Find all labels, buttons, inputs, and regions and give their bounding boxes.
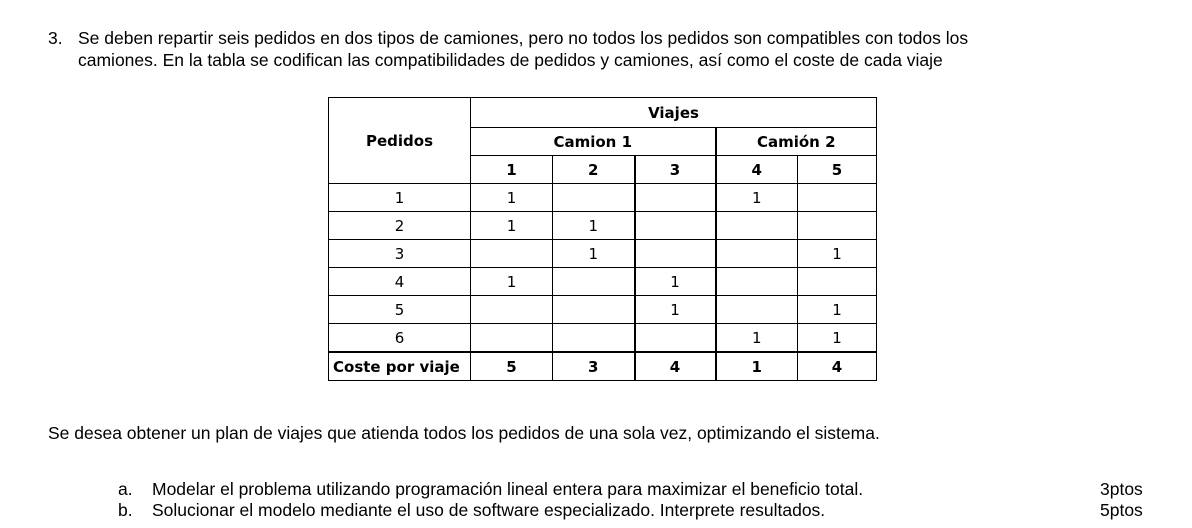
compat-cell bbox=[470, 239, 553, 268]
trip-header: 5 bbox=[797, 155, 877, 184]
compat-cell: 1 bbox=[714, 183, 798, 212]
compat-cell bbox=[470, 295, 553, 324]
pedido-cell: 3 bbox=[328, 239, 471, 268]
cost-label: Coste por viaje bbox=[328, 351, 471, 381]
header-truck-2: Camión 2 bbox=[714, 127, 877, 156]
pedido-cell: 2 bbox=[328, 211, 471, 240]
trip-header: 3 bbox=[633, 155, 716, 184]
question-number: 3. bbox=[48, 28, 63, 48]
trip-header: 2 bbox=[552, 155, 635, 184]
compat-cell: 1 bbox=[714, 323, 798, 353]
item-a-letter: a. bbox=[118, 479, 133, 499]
pedido-cell: 5 bbox=[328, 295, 471, 324]
compat-cell: 1 bbox=[797, 295, 877, 324]
cost-cell: 5 bbox=[470, 351, 553, 381]
compat-cell bbox=[552, 295, 635, 324]
table-row: 3 1 1 bbox=[328, 239, 877, 268]
compat-cell bbox=[797, 267, 877, 296]
pedido-cell: 1 bbox=[328, 183, 471, 212]
cost-cell: 4 bbox=[797, 351, 877, 381]
pedido-cell: 6 bbox=[328, 323, 471, 353]
table-row: 5 1 1 bbox=[328, 295, 877, 324]
trip-header: 4 bbox=[714, 155, 798, 184]
header-truck-1: Camion 1 bbox=[470, 127, 716, 156]
compat-cell bbox=[552, 267, 635, 296]
compat-cell bbox=[633, 211, 716, 240]
compat-cell: 1 bbox=[797, 323, 877, 353]
item-a-text: Modelar el problema utilizando programac… bbox=[152, 479, 864, 499]
compat-cell bbox=[633, 239, 716, 268]
item-a-points: 3ptos bbox=[1100, 479, 1143, 499]
compat-cell: 1 bbox=[797, 239, 877, 268]
item-b-letter: b. bbox=[118, 500, 133, 520]
cost-cell: 4 bbox=[633, 351, 716, 381]
compat-cell: 1 bbox=[470, 267, 553, 296]
compat-cell: 1 bbox=[470, 211, 553, 240]
question-line-1: Se deben repartir seis pedidos en dos ti… bbox=[78, 28, 969, 48]
compat-cell bbox=[714, 267, 798, 296]
question-line-2: camiones. En la tabla se codifican las c… bbox=[78, 50, 943, 70]
compat-cell: 1 bbox=[633, 295, 716, 324]
compat-cell bbox=[633, 323, 716, 353]
compat-cell: 1 bbox=[633, 267, 716, 296]
compat-cell bbox=[797, 183, 877, 212]
pedido-cell: 4 bbox=[328, 267, 471, 296]
compat-cell: 1 bbox=[552, 239, 635, 268]
cost-cell: 3 bbox=[552, 351, 635, 381]
compat-cell bbox=[714, 211, 798, 240]
cost-cell: 1 bbox=[714, 351, 798, 381]
compat-cell bbox=[552, 323, 635, 353]
compat-cell bbox=[797, 211, 877, 240]
compat-cell: 1 bbox=[470, 183, 553, 212]
compatibility-table: Pedidos Viajes Camion 1 Camión 2 1 2 3 4… bbox=[328, 97, 877, 381]
header-viajes: Viajes bbox=[470, 97, 877, 128]
compat-cell bbox=[714, 239, 798, 268]
compat-cell: 1 bbox=[552, 211, 635, 240]
trip-header: 1 bbox=[470, 155, 553, 184]
compat-cell bbox=[714, 295, 798, 324]
header-pedidos: Pedidos bbox=[328, 97, 471, 184]
compat-cell bbox=[633, 183, 716, 212]
compat-cell bbox=[552, 183, 635, 212]
item-b-points: 5ptos bbox=[1100, 500, 1143, 520]
compat-cell bbox=[470, 323, 553, 353]
goal-text: Se desea obtener un plan de viajes que a… bbox=[48, 423, 880, 443]
item-b-text: Solucionar el modelo mediante el uso de … bbox=[152, 500, 826, 520]
